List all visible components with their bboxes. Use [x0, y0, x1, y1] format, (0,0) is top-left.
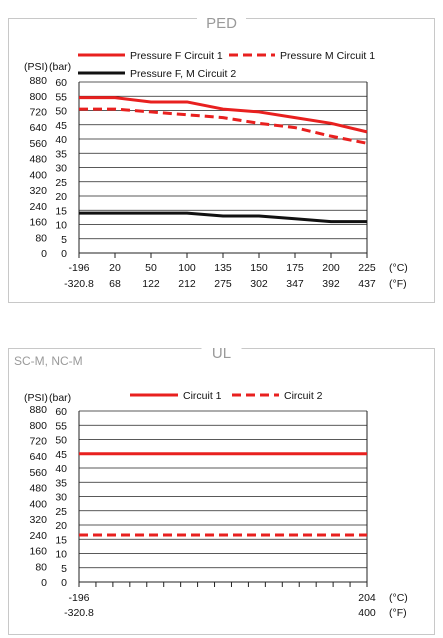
x-tick-label-c: 204 [358, 592, 376, 604]
x-tick-label-f: 122 [142, 278, 160, 290]
x-tick-label-c: -196 [68, 262, 89, 274]
y-tick-label-psi: 160 [29, 546, 47, 558]
y-tick-label-bar: 5 [61, 563, 67, 575]
y-tick-label-psi: 320 [29, 185, 47, 197]
y-tick-label-psi: 560 [29, 467, 47, 479]
y-tick-label-psi: 240 [29, 530, 47, 542]
y-tick-label-bar: 50 [55, 435, 67, 447]
y-tick-label-bar: 25 [55, 177, 67, 189]
x-tick-label-f: 302 [250, 278, 268, 290]
x-tick-label-c: 150 [250, 262, 268, 274]
y-tick-label-bar: 45 [55, 449, 67, 461]
y-tick-label-bar: 30 [55, 163, 67, 175]
y-tick-label-psi: 160 [29, 217, 47, 229]
legend-label: Pressure F, M Circuit 2 [130, 68, 236, 80]
x-unit-c: (°C) [389, 262, 408, 274]
y-tick-label-bar: 0 [61, 248, 67, 260]
y-tick-label-bar: 25 [55, 506, 67, 518]
y-tick-label-psi: 480 [29, 154, 47, 166]
y-tick-label-psi: 720 [29, 107, 47, 119]
y-tick-label-psi: 320 [29, 514, 47, 526]
y-tick-label-psi: 80 [35, 561, 47, 573]
y-tick-label-bar: 55 [55, 91, 67, 103]
y-tick-label-psi: 880 [29, 75, 47, 87]
x-tick-label-f: 437 [358, 278, 376, 290]
x-tick-label-f: 212 [178, 278, 196, 290]
y-tick-label-bar: 60 [55, 77, 67, 89]
x-tick-label-f: 400 [358, 607, 376, 619]
y-tick-label-psi: 560 [29, 138, 47, 150]
y-tick-label-bar: 30 [55, 492, 67, 504]
legend-label: Circuit 1 [183, 390, 222, 402]
x-tick-label-f: -320.8 [64, 607, 94, 619]
y-unit-psi: (PSI) [24, 61, 48, 73]
x-tick-label-c: -196 [68, 592, 89, 604]
x-tick-label-c: 20 [109, 262, 121, 274]
legend-label: Circuit 2 [284, 390, 323, 402]
y-tick-label-bar: 50 [55, 106, 67, 118]
legend-label: Pressure M Circuit 1 [280, 50, 375, 62]
y-tick-label-bar: 15 [55, 534, 67, 546]
y-tick-label-bar: 35 [55, 148, 67, 160]
y-tick-label-psi: 400 [29, 498, 47, 510]
title-mask [197, 9, 246, 27]
y-tick-label-psi: 720 [29, 436, 47, 448]
legend-label: Pressure F Circuit 1 [130, 50, 223, 62]
y-tick-label-bar: 20 [55, 520, 67, 532]
y-tick-label-bar: 0 [61, 577, 67, 589]
series-line [79, 211, 367, 224]
y-tick-label-psi: 880 [29, 404, 47, 416]
y-unit-bar: (bar) [49, 61, 71, 73]
y-tick-label-psi: 800 [29, 91, 47, 103]
y-tick-label-bar: 5 [61, 234, 67, 246]
x-tick-label-f: -320.8 [64, 278, 94, 290]
x-tick-label-c: 200 [322, 262, 340, 274]
x-tick-label-c: 175 [286, 262, 304, 274]
y-tick-label-bar: 10 [55, 549, 67, 561]
x-unit-c: (°C) [389, 592, 408, 604]
y-tick-label-bar: 45 [55, 120, 67, 132]
y-tick-label-psi: 480 [29, 483, 47, 495]
chart-note: SC-M, NC-M [14, 354, 83, 368]
y-tick-label-psi: 400 [29, 169, 47, 181]
chart-title: PED [206, 15, 237, 32]
y-tick-label-bar: 20 [55, 191, 67, 203]
y-tick-label-bar: 60 [55, 406, 67, 418]
y-tick-label-bar: 10 [55, 220, 67, 232]
x-tick-label-c: 225 [358, 262, 376, 274]
y-tick-label-psi: 0 [41, 577, 47, 589]
y-tick-label-bar: 40 [55, 134, 67, 146]
y-tick-label-bar: 40 [55, 463, 67, 475]
y-unit-bar: (bar) [49, 392, 71, 404]
y-unit-psi: (PSI) [24, 392, 48, 404]
x-tick-label-f: 392 [322, 278, 340, 290]
series-line [79, 96, 368, 134]
y-tick-label-psi: 240 [29, 201, 47, 213]
y-tick-label-psi: 640 [29, 451, 47, 463]
y-tick-label-psi: 640 [29, 122, 47, 134]
x-unit-f: (°F) [389, 278, 407, 290]
title-mask [201, 339, 242, 357]
x-unit-f: (°F) [389, 607, 407, 619]
x-tick-label-c: 50 [145, 262, 157, 274]
x-tick-label-f: 275 [214, 278, 232, 290]
chart-title: UL [212, 345, 231, 362]
x-tick-label-f: 68 [109, 278, 121, 290]
y-tick-label-psi: 800 [29, 420, 47, 432]
y-tick-label-bar: 15 [55, 205, 67, 217]
x-tick-label-c: 135 [214, 262, 232, 274]
y-tick-label-bar: 55 [55, 420, 67, 432]
x-tick-label-c: 100 [178, 262, 196, 274]
y-tick-label-psi: 0 [41, 248, 47, 260]
y-tick-label-bar: 35 [55, 477, 67, 489]
y-tick-label-psi: 80 [35, 232, 47, 244]
x-tick-label-f: 347 [286, 278, 304, 290]
series-line [79, 107, 368, 145]
